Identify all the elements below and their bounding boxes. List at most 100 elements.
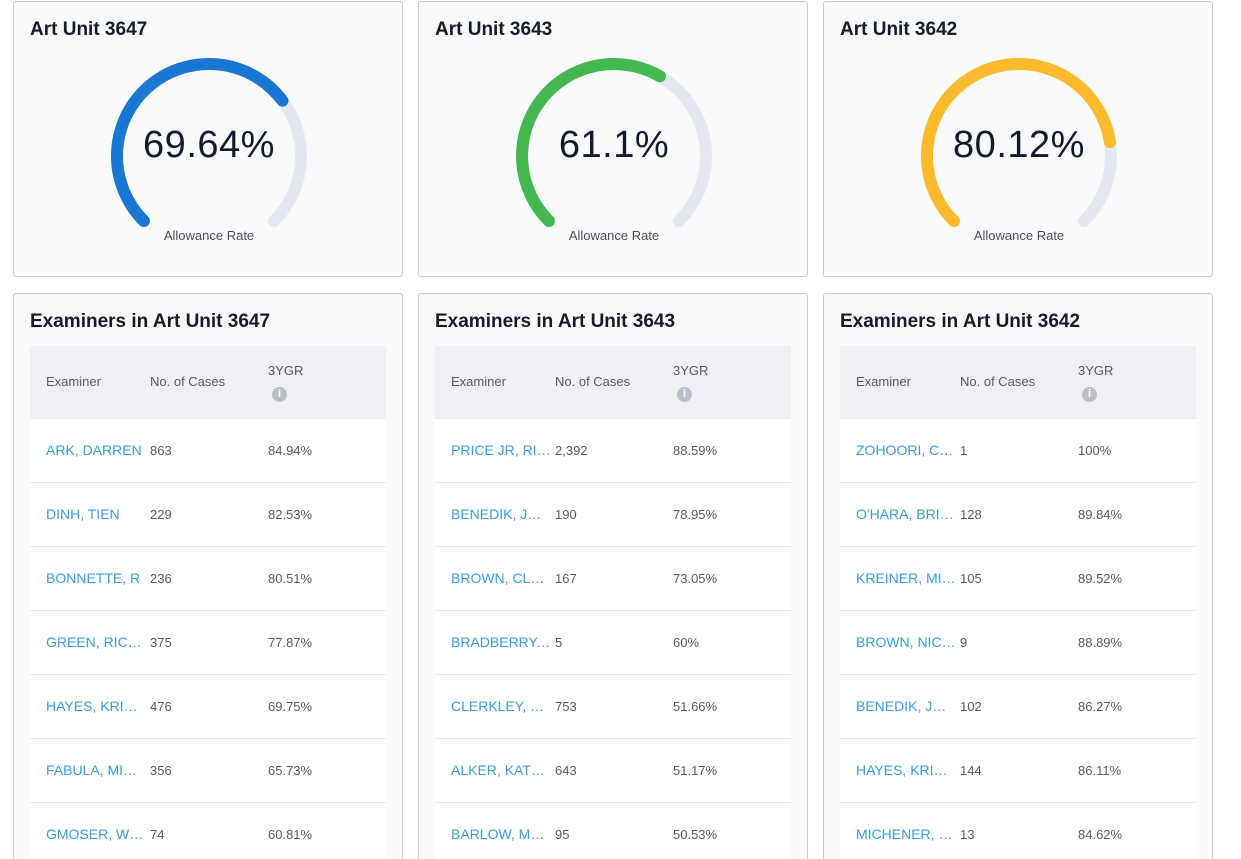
cases-cell: 1 (960, 418, 1078, 482)
ygr-cell: 89.52% (1078, 546, 1196, 610)
info-icon[interactable]: i (272, 387, 287, 402)
examiner-link[interactable]: BONNETTE, R (46, 570, 146, 586)
table-row: PRICE JR, RICHARD2,39288.59% (435, 418, 791, 482)
cases-cell: 2,392 (555, 418, 673, 482)
examiners-card-3647: Examiners in Art Unit 3647 Examiner No. … (13, 293, 403, 859)
table-row: MICHENER, BLAKE1384.62% (840, 802, 1196, 859)
examiners-title: Examiners in Art Unit 3647 (30, 311, 270, 333)
examiner-cell: DINH, TIEN (30, 482, 150, 546)
ygr-cell: 88.89% (1078, 610, 1196, 674)
examiners-table: Examiner No. of Cases 3YGR i PRICE JR, R… (435, 346, 791, 859)
examiners-table: Examiner No. of Cases 3YGR i ARK, DARREN… (30, 346, 386, 859)
ygr-cell: 65.73% (268, 738, 386, 802)
examiner-cell: BRADBERRY, TANYA (435, 610, 555, 674)
examiner-cell: MICHENER, BLAKE (840, 802, 960, 859)
ygr-cell: 51.66% (673, 674, 791, 738)
examiner-link[interactable]: O'HARA, BRIAN (856, 506, 956, 522)
cases-cell: 74 (150, 802, 268, 859)
cases-cell: 190 (555, 482, 673, 546)
examiner-link[interactable]: DINH, TIEN (46, 506, 146, 522)
gauge-card-3642: Art Unit 3642 80.12% Allowance Rate (823, 1, 1213, 277)
cases-cell: 236 (150, 546, 268, 610)
examiner-column-header[interactable]: Examiner (840, 346, 960, 418)
table-row: BARLOW, MONICA9550.53% (435, 802, 791, 859)
examiner-cell: BROWN, CLAUDE (435, 546, 555, 610)
examiner-cell: ARK, DARREN (30, 418, 150, 482)
info-icon[interactable]: i (1082, 387, 1097, 402)
examiner-cell: O'HARA, BRIAN (840, 482, 960, 546)
examiner-cell: ZOHOORI, COLIN (840, 418, 960, 482)
ygr-cell: 82.53% (268, 482, 386, 546)
cases-cell: 643 (555, 738, 673, 802)
table-row: BENEDIK, JUSTIN10286.27% (840, 674, 1196, 738)
examiner-column-header[interactable]: Examiner (30, 346, 150, 418)
examiner-link[interactable]: ALKER, KATHERINE (451, 762, 551, 778)
examiner-link[interactable]: BROWN, NICHOLAS (856, 634, 956, 650)
table-row: BROWN, CLAUDE16773.05% (435, 546, 791, 610)
table-row: FABULA, MICHAEL35665.73% (30, 738, 386, 802)
examiner-link[interactable]: ZOHOORI, COLIN (856, 442, 956, 458)
ygr-header-label: 3YGR (673, 362, 708, 380)
gauge-value: 61.1% (419, 124, 809, 167)
ygr-column-header[interactable]: 3YGR i (1078, 346, 1196, 418)
cases-cell: 105 (960, 546, 1078, 610)
ygr-cell: 88.59% (673, 418, 791, 482)
table-body: PRICE JR, RICHARD2,39288.59%BENEDIK, JUS… (435, 418, 791, 859)
gauge-label: Allowance Rate (419, 228, 809, 243)
cases-cell: 753 (555, 674, 673, 738)
examiner-link[interactable]: KREINER, MICHAEL (856, 570, 956, 586)
examiner-link[interactable]: HAYES, KRISTEN (856, 762, 956, 778)
examiner-link[interactable]: PRICE JR, RICHARD (451, 442, 551, 458)
gauge-label: Allowance Rate (14, 228, 404, 243)
table-body: ARK, DARREN86384.94%DINH, TIEN22982.53%B… (30, 418, 386, 859)
cases-column-header[interactable]: No. of Cases (960, 346, 1078, 418)
examiner-link[interactable]: CLERKLEY, DANIELLE (451, 698, 551, 714)
cases-cell: 102 (960, 674, 1078, 738)
ygr-cell: 60% (673, 610, 791, 674)
examiner-link[interactable]: BROWN, CLAUDE (451, 570, 551, 586)
examiner-cell: BENEDIK, JUSTIN (840, 674, 960, 738)
gauge-value: 69.64% (14, 124, 404, 167)
cases-cell: 5 (555, 610, 673, 674)
cases-column-header[interactable]: No. of Cases (150, 346, 268, 418)
examiner-cell: CLERKLEY, DANIELLE (435, 674, 555, 738)
examiner-link[interactable]: MICHENER, BLAKE (856, 826, 956, 842)
ygr-column-header[interactable]: 3YGR i (268, 346, 386, 418)
table-row: BENEDIK, JUSTIN19078.95% (435, 482, 791, 546)
cases-cell: 167 (555, 546, 673, 610)
table-row: O'HARA, BRIAN12889.84% (840, 482, 1196, 546)
cases-column-header[interactable]: No. of Cases (555, 346, 673, 418)
cases-cell: 95 (555, 802, 673, 859)
examiner-column-header[interactable]: Examiner (435, 346, 555, 418)
examiner-link[interactable]: GREEN, RICHARD (46, 634, 146, 650)
examiner-link[interactable]: GMOSER, WILLIAM (46, 826, 146, 842)
examiner-link[interactable]: FABULA, MICHAEL (46, 762, 146, 778)
examiner-cell: PRICE JR, RICHARD (435, 418, 555, 482)
info-icon[interactable]: i (677, 387, 692, 402)
examiner-link[interactable]: BARLOW, MONICA (451, 826, 551, 842)
gauge-card-3643: Art Unit 3643 61.1% Allowance Rate (418, 1, 808, 277)
ygr-header-label: 3YGR (1078, 362, 1113, 380)
table-row: BONNETTE, R23680.51% (30, 546, 386, 610)
examiner-cell: KREINER, MICHAEL (840, 546, 960, 610)
table-row: BRADBERRY, TANYA560% (435, 610, 791, 674)
ygr-cell: 86.27% (1078, 674, 1196, 738)
examiner-link[interactable]: HAYES, KRISTEN (46, 698, 146, 714)
examiner-link[interactable]: BENEDIK, JUSTIN (856, 698, 956, 714)
ygr-cell: 89.84% (1078, 482, 1196, 546)
ygr-column-header[interactable]: 3YGR i (673, 346, 791, 418)
table-row: ARK, DARREN86384.94% (30, 418, 386, 482)
cases-cell: 375 (150, 610, 268, 674)
examiner-link[interactable]: BENEDIK, JUSTIN (451, 506, 551, 522)
ygr-cell: 51.17% (673, 738, 791, 802)
cases-cell: 476 (150, 674, 268, 738)
ygr-cell: 86.11% (1078, 738, 1196, 802)
table-row: CLERKLEY, DANIELLE75351.66% (435, 674, 791, 738)
examiner-link[interactable]: ARK, DARREN (46, 442, 146, 458)
examiner-cell: BARLOW, MONICA (435, 802, 555, 859)
gauge-value: 80.12% (824, 124, 1214, 167)
ygr-cell: 69.75% (268, 674, 386, 738)
examiners-card-3642: Examiners in Art Unit 3642 Examiner No. … (823, 293, 1213, 859)
cases-cell: 144 (960, 738, 1078, 802)
examiner-link[interactable]: BRADBERRY, TANYA (451, 634, 551, 650)
